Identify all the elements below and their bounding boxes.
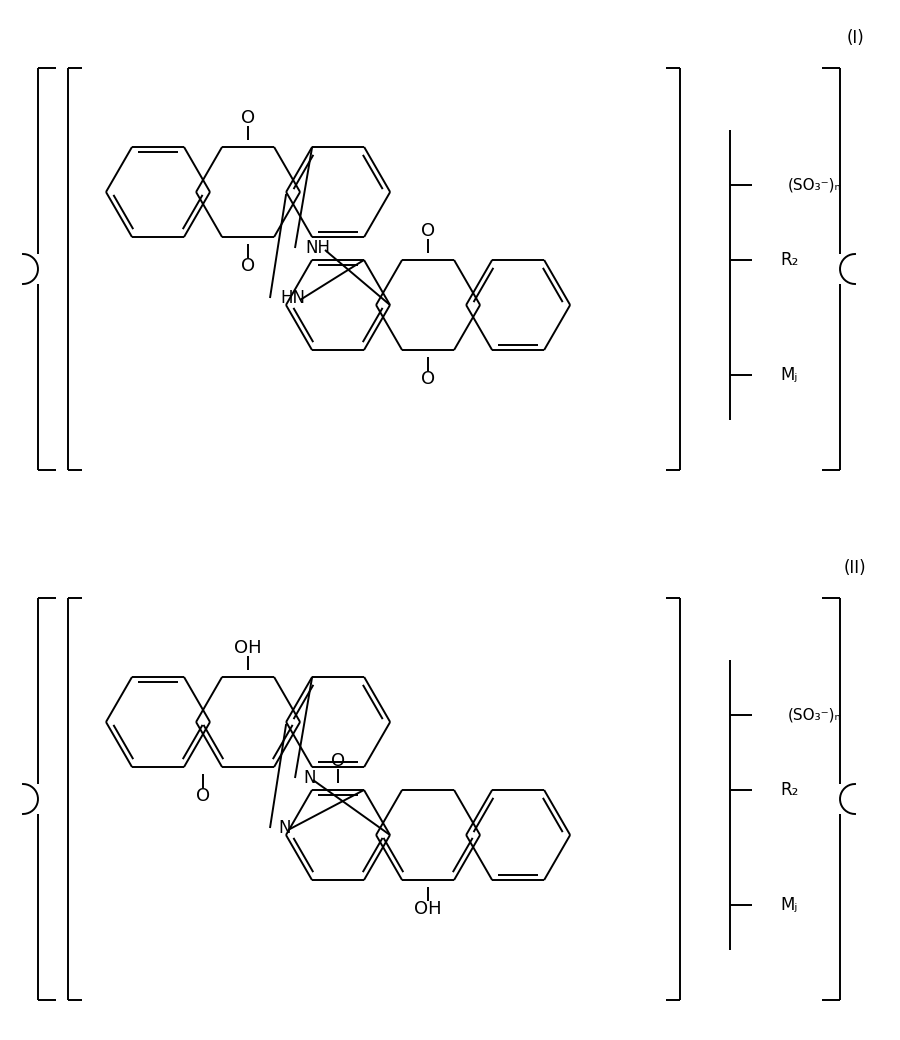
Text: (SO₃⁻)ₙ: (SO₃⁻)ₙ (788, 178, 842, 192)
Text: N: N (303, 769, 316, 787)
Text: NH: NH (305, 239, 330, 257)
Text: R₂: R₂ (780, 251, 798, 269)
Text: (SO₃⁻)ₙ: (SO₃⁻)ₙ (788, 707, 842, 723)
Text: R₂: R₂ (780, 781, 798, 799)
Text: O: O (331, 752, 345, 770)
Text: (II): (II) (843, 560, 867, 577)
Text: O: O (421, 222, 435, 240)
Text: Mⱼ: Mⱼ (780, 896, 797, 914)
Text: O: O (241, 257, 255, 275)
Text: HN: HN (280, 289, 305, 307)
Text: O: O (241, 109, 255, 127)
Text: O: O (421, 370, 435, 388)
Text: N: N (278, 820, 291, 837)
Text: OH: OH (234, 639, 262, 657)
Text: (I): (I) (846, 29, 864, 47)
Text: Mⱼ: Mⱼ (780, 366, 797, 384)
Text: OH: OH (414, 900, 442, 918)
Text: O: O (196, 787, 210, 805)
